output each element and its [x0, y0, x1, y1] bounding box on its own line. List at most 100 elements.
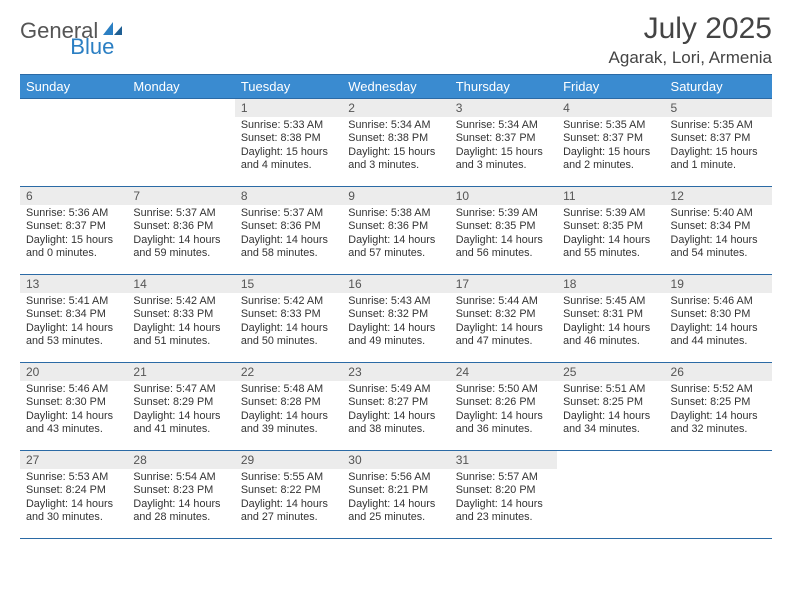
day-details: Sunrise: 5:39 AMSunset: 8:35 PMDaylight:…	[557, 205, 664, 265]
day-details: Sunrise: 5:36 AMSunset: 8:37 PMDaylight:…	[20, 205, 127, 265]
header: General Blue July 2025 Agarak, Lori, Arm…	[20, 12, 772, 68]
weekday-header: Thursday	[450, 75, 557, 99]
calendar-day-cell: 4Sunrise: 5:35 AMSunset: 8:37 PMDaylight…	[557, 99, 664, 187]
day-number: 30	[342, 451, 449, 469]
day-number: 16	[342, 275, 449, 293]
calendar-day-cell: 26Sunrise: 5:52 AMSunset: 8:25 PMDayligh…	[665, 363, 772, 451]
calendar-day-cell: 30Sunrise: 5:56 AMSunset: 8:21 PMDayligh…	[342, 451, 449, 539]
day-details: Sunrise: 5:35 AMSunset: 8:37 PMDaylight:…	[557, 117, 664, 177]
day-number: 5	[665, 99, 772, 117]
day-details: Sunrise: 5:44 AMSunset: 8:32 PMDaylight:…	[450, 293, 557, 353]
weekday-header: Tuesday	[235, 75, 342, 99]
weekday-header: Wednesday	[342, 75, 449, 99]
calendar-day-cell: 2Sunrise: 5:34 AMSunset: 8:38 PMDaylight…	[342, 99, 449, 187]
calendar-week-row: 6Sunrise: 5:36 AMSunset: 8:37 PMDaylight…	[20, 187, 772, 275]
day-number: 29	[235, 451, 342, 469]
calendar-day-cell: 3Sunrise: 5:34 AMSunset: 8:37 PMDaylight…	[450, 99, 557, 187]
weekday-header: Sunday	[20, 75, 127, 99]
weekday-header: Monday	[127, 75, 234, 99]
day-number: 27	[20, 451, 127, 469]
day-details: Sunrise: 5:34 AMSunset: 8:38 PMDaylight:…	[342, 117, 449, 177]
day-number: 12	[665, 187, 772, 205]
day-details: Sunrise: 5:35 AMSunset: 8:37 PMDaylight:…	[665, 117, 772, 177]
day-number: 28	[127, 451, 234, 469]
calendar-week-row: 13Sunrise: 5:41 AMSunset: 8:34 PMDayligh…	[20, 275, 772, 363]
title-block: July 2025 Agarak, Lori, Armenia	[609, 12, 772, 68]
day-details: Sunrise: 5:33 AMSunset: 8:38 PMDaylight:…	[235, 117, 342, 177]
day-number: 14	[127, 275, 234, 293]
day-number: 13	[20, 275, 127, 293]
day-details: Sunrise: 5:41 AMSunset: 8:34 PMDaylight:…	[20, 293, 127, 353]
day-number: 7	[127, 187, 234, 205]
day-number: 17	[450, 275, 557, 293]
day-number: 21	[127, 363, 234, 381]
calendar-day-cell: 7Sunrise: 5:37 AMSunset: 8:36 PMDaylight…	[127, 187, 234, 275]
calendar-day-cell: 8Sunrise: 5:37 AMSunset: 8:36 PMDaylight…	[235, 187, 342, 275]
day-number: 8	[235, 187, 342, 205]
day-number: 31	[450, 451, 557, 469]
day-details: Sunrise: 5:49 AMSunset: 8:27 PMDaylight:…	[342, 381, 449, 441]
calendar-day-cell: 29Sunrise: 5:55 AMSunset: 8:22 PMDayligh…	[235, 451, 342, 539]
day-details: Sunrise: 5:46 AMSunset: 8:30 PMDaylight:…	[665, 293, 772, 353]
day-details: Sunrise: 5:47 AMSunset: 8:29 PMDaylight:…	[127, 381, 234, 441]
day-details: Sunrise: 5:57 AMSunset: 8:20 PMDaylight:…	[450, 469, 557, 529]
calendar-day-cell: 17Sunrise: 5:44 AMSunset: 8:32 PMDayligh…	[450, 275, 557, 363]
calendar-day-cell: 23Sunrise: 5:49 AMSunset: 8:27 PMDayligh…	[342, 363, 449, 451]
day-number: 4	[557, 99, 664, 117]
day-number: 19	[665, 275, 772, 293]
calendar-day-cell: 10Sunrise: 5:39 AMSunset: 8:35 PMDayligh…	[450, 187, 557, 275]
day-details: Sunrise: 5:56 AMSunset: 8:21 PMDaylight:…	[342, 469, 449, 529]
calendar-table: Sunday Monday Tuesday Wednesday Thursday…	[20, 74, 772, 539]
day-details: Sunrise: 5:53 AMSunset: 8:24 PMDaylight:…	[20, 469, 127, 529]
calendar-day-cell	[20, 99, 127, 187]
calendar-day-cell: 27Sunrise: 5:53 AMSunset: 8:24 PMDayligh…	[20, 451, 127, 539]
day-number: 26	[665, 363, 772, 381]
day-details: Sunrise: 5:45 AMSunset: 8:31 PMDaylight:…	[557, 293, 664, 353]
calendar-day-cell: 19Sunrise: 5:46 AMSunset: 8:30 PMDayligh…	[665, 275, 772, 363]
calendar-day-cell: 6Sunrise: 5:36 AMSunset: 8:37 PMDaylight…	[20, 187, 127, 275]
day-number: 25	[557, 363, 664, 381]
calendar-day-cell: 22Sunrise: 5:48 AMSunset: 8:28 PMDayligh…	[235, 363, 342, 451]
location: Agarak, Lori, Armenia	[609, 48, 772, 68]
day-details: Sunrise: 5:42 AMSunset: 8:33 PMDaylight:…	[235, 293, 342, 353]
calendar-day-cell: 18Sunrise: 5:45 AMSunset: 8:31 PMDayligh…	[557, 275, 664, 363]
day-details: Sunrise: 5:37 AMSunset: 8:36 PMDaylight:…	[127, 205, 234, 265]
day-details: Sunrise: 5:42 AMSunset: 8:33 PMDaylight:…	[127, 293, 234, 353]
calendar-day-cell: 16Sunrise: 5:43 AMSunset: 8:32 PMDayligh…	[342, 275, 449, 363]
day-details: Sunrise: 5:55 AMSunset: 8:22 PMDaylight:…	[235, 469, 342, 529]
calendar-day-cell: 25Sunrise: 5:51 AMSunset: 8:25 PMDayligh…	[557, 363, 664, 451]
day-number: 18	[557, 275, 664, 293]
weekday-header: Friday	[557, 75, 664, 99]
calendar-day-cell: 31Sunrise: 5:57 AMSunset: 8:20 PMDayligh…	[450, 451, 557, 539]
brand-logo: General Blue	[20, 12, 172, 44]
day-details: Sunrise: 5:34 AMSunset: 8:37 PMDaylight:…	[450, 117, 557, 177]
day-details: Sunrise: 5:38 AMSunset: 8:36 PMDaylight:…	[342, 205, 449, 265]
calendar-day-cell: 28Sunrise: 5:54 AMSunset: 8:23 PMDayligh…	[127, 451, 234, 539]
weekday-header-row: Sunday Monday Tuesday Wednesday Thursday…	[20, 75, 772, 99]
weekday-header: Saturday	[665, 75, 772, 99]
calendar-week-row: 27Sunrise: 5:53 AMSunset: 8:24 PMDayligh…	[20, 451, 772, 539]
day-number: 20	[20, 363, 127, 381]
calendar-day-cell: 9Sunrise: 5:38 AMSunset: 8:36 PMDaylight…	[342, 187, 449, 275]
day-details: Sunrise: 5:51 AMSunset: 8:25 PMDaylight:…	[557, 381, 664, 441]
day-details: Sunrise: 5:50 AMSunset: 8:26 PMDaylight:…	[450, 381, 557, 441]
day-details: Sunrise: 5:46 AMSunset: 8:30 PMDaylight:…	[20, 381, 127, 441]
day-details: Sunrise: 5:54 AMSunset: 8:23 PMDaylight:…	[127, 469, 234, 529]
calendar-day-cell: 14Sunrise: 5:42 AMSunset: 8:33 PMDayligh…	[127, 275, 234, 363]
calendar-day-cell: 21Sunrise: 5:47 AMSunset: 8:29 PMDayligh…	[127, 363, 234, 451]
day-number: 22	[235, 363, 342, 381]
day-number: 10	[450, 187, 557, 205]
day-details: Sunrise: 5:37 AMSunset: 8:36 PMDaylight:…	[235, 205, 342, 265]
calendar-day-cell: 20Sunrise: 5:46 AMSunset: 8:30 PMDayligh…	[20, 363, 127, 451]
day-number: 1	[235, 99, 342, 117]
calendar-week-row: 20Sunrise: 5:46 AMSunset: 8:30 PMDayligh…	[20, 363, 772, 451]
calendar-day-cell	[665, 451, 772, 539]
calendar-day-cell: 11Sunrise: 5:39 AMSunset: 8:35 PMDayligh…	[557, 187, 664, 275]
calendar-day-cell	[557, 451, 664, 539]
calendar-day-cell: 13Sunrise: 5:41 AMSunset: 8:34 PMDayligh…	[20, 275, 127, 363]
calendar-day-cell: 12Sunrise: 5:40 AMSunset: 8:34 PMDayligh…	[665, 187, 772, 275]
calendar-week-row: 1Sunrise: 5:33 AMSunset: 8:38 PMDaylight…	[20, 99, 772, 187]
day-number: 23	[342, 363, 449, 381]
day-details: Sunrise: 5:39 AMSunset: 8:35 PMDaylight:…	[450, 205, 557, 265]
day-details: Sunrise: 5:52 AMSunset: 8:25 PMDaylight:…	[665, 381, 772, 441]
